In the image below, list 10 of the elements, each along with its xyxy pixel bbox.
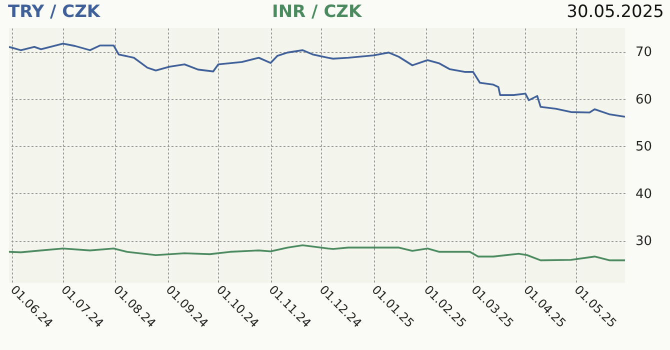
text: 30.05.2025 — [566, 2, 664, 22]
y-tick-label: 70 — [636, 45, 652, 60]
y-tick-label: 50 — [636, 140, 652, 155]
text: INR / CZK — [272, 2, 362, 22]
y-tick-label: 60 — [636, 92, 652, 108]
y-tick-label: 40 — [636, 186, 652, 202]
series-label: TRY / CZK — [8, 2, 100, 22]
line-series — [9, 42, 625, 118]
line-series — [9, 244, 625, 262]
y-tick-label: 30 — [636, 234, 652, 249]
